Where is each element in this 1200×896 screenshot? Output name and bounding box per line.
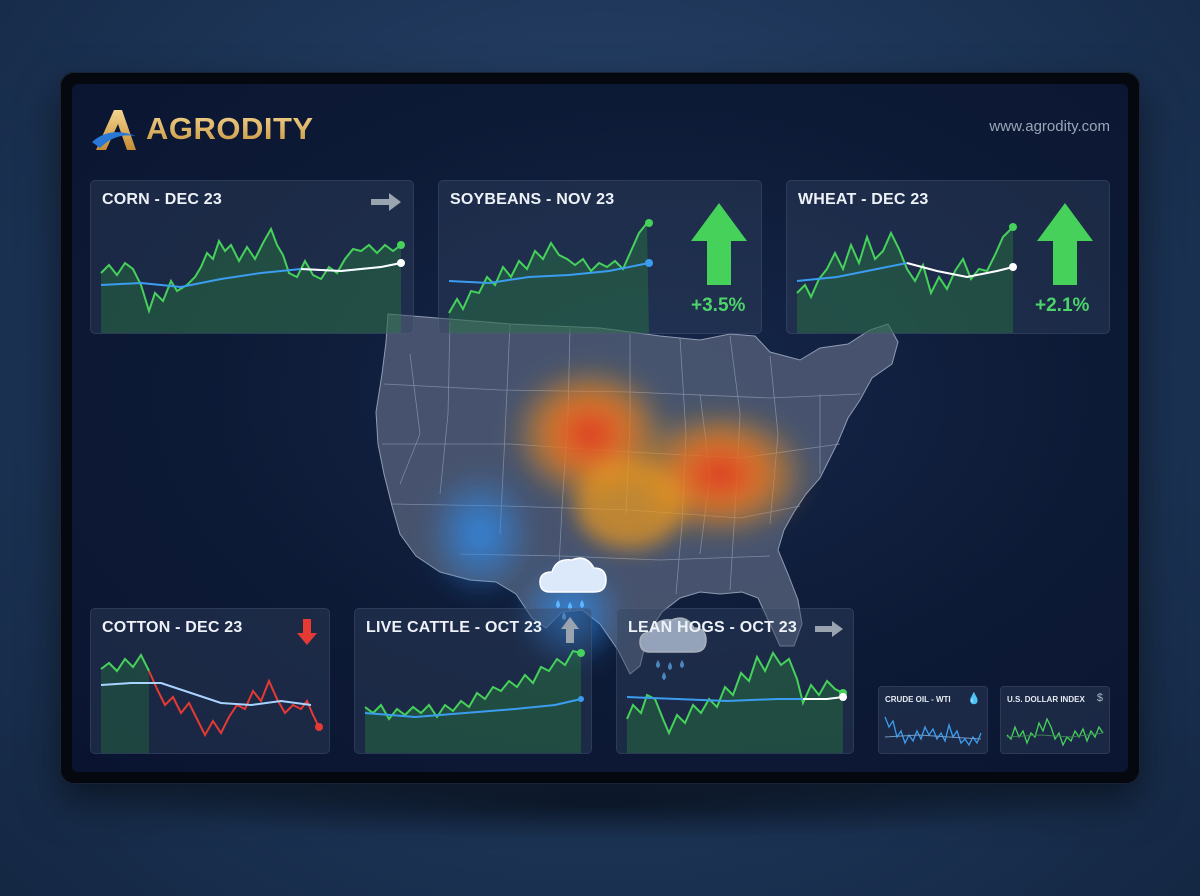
- rain-cloud-icon: [539, 557, 607, 620]
- dollar-icon: $: [1096, 692, 1103, 704]
- us-weather-map[interactable]: [300, 294, 940, 714]
- website-url[interactable]: www.agrodity.com: [989, 118, 1110, 135]
- change-percent: +2.1%: [1035, 295, 1090, 316]
- lean-hogs-price-chart: [626, 650, 847, 753]
- agrodity-logo-icon: [92, 110, 136, 150]
- dollar-index-panel[interactable]: U.S. DOLLAR INDEX $: [1000, 686, 1110, 754]
- wheat-price-chart: [796, 223, 1017, 333]
- panel-title: LEAN HOGS - OCT 23: [628, 619, 797, 636]
- panel-title: COTTON - DEC 23: [102, 619, 243, 636]
- arrow-up-icon: [1037, 203, 1093, 285]
- panel-title: SOYBEANS - NOV 23: [450, 191, 615, 208]
- arrow-right-icon: [815, 621, 843, 637]
- change-percent: +3.5%: [691, 295, 746, 316]
- dashboard-screen: AGRODITY www.agrodity.com: [72, 84, 1128, 772]
- soybeans-price-chart: [448, 219, 653, 333]
- brand-logo[interactable]: AGRODITY: [90, 106, 314, 152]
- arrow-down-icon: [297, 619, 317, 645]
- cotton-panel[interactable]: COTTON - DEC 23: [90, 608, 330, 754]
- live-cattle-panel[interactable]: LIVE CATTLE - OCT 23: [354, 608, 592, 754]
- corn-panel[interactable]: CORN - DEC 23: [90, 180, 414, 334]
- wheat-panel[interactable]: WHEAT - DEC 23 +2.1%: [786, 180, 1110, 334]
- live-cattle-price-chart: [364, 649, 585, 753]
- rain-cloud-icon: [639, 617, 707, 680]
- soybeans-panel[interactable]: SOYBEANS - NOV 23 +3.5%: [438, 180, 762, 334]
- dollar-index-price-chart: [1006, 717, 1104, 747]
- crude-oil-price-chart: [884, 716, 982, 747]
- oil-drop-icon: 💧: [967, 693, 981, 705]
- brand-name: AGRODITY: [146, 111, 314, 146]
- arrow-up-icon: [561, 617, 579, 643]
- corn-price-chart: [100, 226, 405, 333]
- cotton-price-chart: [100, 653, 323, 753]
- arrow-right-icon: [371, 193, 401, 211]
- lean-hogs-panel[interactable]: LEAN HOGS - OCT 23: [616, 608, 854, 754]
- panel-title: CORN - DEC 23: [102, 191, 222, 208]
- panel-title: LIVE CATTLE - OCT 23: [366, 619, 543, 636]
- panel-title: WHEAT - DEC 23: [798, 191, 929, 208]
- panel-title: U.S. DOLLAR INDEX: [1007, 695, 1085, 704]
- arrow-up-icon: [691, 203, 747, 285]
- crude-oil-panel[interactable]: CRUDE OIL - WTI 💧: [878, 686, 988, 754]
- panel-title: CRUDE OIL - WTI: [885, 695, 951, 704]
